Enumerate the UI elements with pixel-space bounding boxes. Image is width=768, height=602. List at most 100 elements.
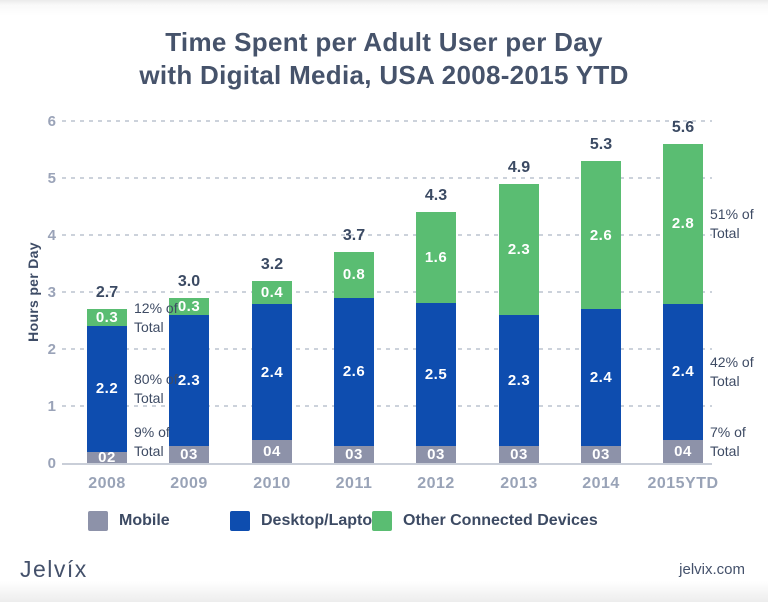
segment-value-label: 0.3: [177, 298, 201, 316]
legend-item-other-connected-devices: Other Connected Devices: [372, 511, 598, 531]
chart-title-line2: with Digital Media, USA 2008-2015 YTD: [139, 60, 629, 90]
segment-value-label: 2.5: [424, 366, 448, 384]
bar-segment-2015YTD-mobile: 04: [663, 440, 703, 463]
bar-segment-2014-other-connected-devices: 2.6: [581, 160, 621, 310]
total-label-2015YTD: 5.6: [671, 119, 695, 136]
chart-title-line1: Time Spent per Adult User per Day: [165, 27, 603, 57]
legend-label: Other Connected Devices: [403, 512, 598, 529]
y-tick-label-5: 5: [47, 170, 56, 187]
total-label-2013: 4.9: [507, 159, 531, 176]
plot-area: Hours per Day 0 1 2 3 4 5 6 02 2.2 0.3 2.7 2008 03 2.…: [25, 113, 754, 492]
y-tick-label-4: 4: [47, 227, 56, 244]
segment-value-label: 2.3: [507, 240, 531, 258]
segment-value-label: 0.8: [342, 266, 366, 284]
bar-segment-2014-mobile: 03: [581, 445, 621, 463]
bar-2008: 02 2.2 0.3: [87, 309, 127, 466]
annotation-51-of-total: 51% of Total: [710, 206, 754, 241]
segment-value-label: 03: [345, 445, 363, 463]
segment-value-label: 04: [674, 443, 692, 461]
segment-value-label: 2.4: [260, 363, 284, 381]
x-axis-label-2010: 2010: [253, 475, 291, 492]
bar-segment-2012-other-connected-devices: 1.6: [416, 212, 456, 304]
segment-value-label: 02: [98, 448, 116, 466]
segment-value-label: 0.3: [95, 309, 119, 327]
bar-segment-2015YTD-desktop-laptop: 2.4: [663, 303, 703, 441]
gridline-y3: [62, 291, 712, 293]
total-label-2009: 3.0: [177, 273, 201, 290]
bar-segment-2012-mobile: 03: [416, 445, 456, 463]
x-axis-label-2011: 2011: [335, 475, 373, 492]
bar-segment-2008-other-connected-devices: 0.3: [87, 309, 127, 327]
legend-swatch: [88, 511, 108, 531]
bar-2014: 03 2.4 2.6: [581, 160, 621, 463]
bar-segment-2009-other-connected-devices: 0.3: [169, 298, 209, 316]
segment-value-label: 2.2: [95, 380, 119, 398]
segment-value-label: 2.6: [342, 363, 366, 381]
bar-segment-2013-mobile: 03: [499, 445, 539, 463]
total-label-2010: 3.2: [260, 256, 284, 273]
annotation-42-of-total: 42% of Total: [710, 354, 754, 389]
annotation-12-of-total: 12% of Total: [134, 300, 178, 335]
x-axis-label-2014: 2014: [582, 475, 620, 492]
x-axis-label-2008: 2008: [88, 475, 126, 492]
bar-2010: 04 2.4 0.4: [252, 281, 292, 463]
y-tick-label-0: 0: [47, 455, 56, 472]
bar-segment-2013-other-connected-devices: 2.3: [499, 183, 539, 315]
legend-swatch: [372, 511, 392, 531]
segment-value-label: 2.8: [671, 215, 695, 233]
x-axis-label-2012: 2012: [417, 475, 455, 492]
jelvix-logo: Jelvíx: [20, 556, 88, 582]
bar-2012: 03 2.5 1.6: [416, 212, 456, 463]
bar-segment-2013-desktop-laptop: 2.3: [499, 314, 539, 446]
bar-segment-2009-desktop-laptop: 2.3: [169, 315, 209, 446]
segment-value-label: 2.4: [589, 369, 613, 387]
gridline-y4: [62, 234, 712, 236]
gridline-y1: [62, 405, 712, 407]
x-axis-label-2013: 2013: [500, 475, 538, 492]
x-axis-line: [62, 463, 712, 465]
bar-2015YTD: 04 2.4 2.8: [663, 144, 703, 463]
segment-value-label: 03: [592, 445, 610, 463]
total-label-2012: 4.3: [424, 187, 448, 204]
x-axis-label-2015YTD: 2015YTD: [647, 475, 719, 492]
bar-segment-2010-desktop-laptop: 2.4: [252, 303, 292, 441]
annotation-80-of-total: 80% of Total: [134, 371, 178, 406]
bar-segment-2008-mobile: 02: [87, 448, 127, 466]
bar-segment-2010-other-connected-devices: 0.4: [252, 281, 292, 304]
gridline-y6: [62, 120, 712, 122]
annotation-9-of-total: 9% of Total: [134, 424, 170, 459]
segment-value-label: 2.3: [507, 371, 531, 389]
y-tick-label-3: 3: [47, 284, 56, 301]
segment-value-label: 1.6: [424, 249, 448, 267]
legend-label: Mobile: [119, 512, 170, 529]
bar-segment-2014-desktop-laptop: 2.4: [581, 309, 621, 446]
bar-segment-2011-desktop-laptop: 2.6: [334, 297, 374, 446]
bar-2011: 03 2.6 0.8: [334, 252, 374, 463]
total-label-2014: 5.3: [589, 136, 613, 153]
bar-2009: 03 2.3 0.3: [169, 298, 209, 463]
bar-segment-2010-mobile: 04: [252, 440, 292, 463]
segment-value-label: 2.4: [671, 363, 695, 381]
bar-segment-2011-mobile: 03: [334, 445, 374, 463]
gridline-y5: [62, 177, 712, 179]
bar-segment-2008-desktop-laptop: 2.2: [87, 326, 127, 452]
bar-segment-2009-mobile: 03: [169, 445, 209, 463]
segment-value-label: 2.6: [589, 226, 613, 244]
segment-value-label: 03: [180, 445, 198, 463]
total-label-2008: 2.7: [95, 284, 119, 301]
legend-label: Desktop/Laptop: [261, 512, 382, 529]
gridline-y2: [62, 348, 712, 350]
bar-segment-2015YTD-other-connected-devices: 2.8: [663, 144, 703, 304]
bar-segment-2011-other-connected-devices: 0.8: [334, 252, 374, 298]
segment-value-label: 0.4: [260, 283, 284, 301]
chart-title: Time Spent per Adult User per Day with D…: [0, 26, 768, 92]
bar-2013: 03 2.3 2.3: [499, 183, 539, 463]
segment-value-label: 04: [263, 443, 281, 461]
legend-item-desktop-laptop: Desktop/Laptop: [230, 511, 382, 531]
segment-value-label: 03: [427, 445, 445, 463]
annotation-7-of-total: 7% of Total: [710, 424, 746, 459]
footer: Jelvíx jelvix.com: [20, 556, 745, 583]
legend: Mobile Desktop/Laptop Other Connected Devi…: [62, 511, 712, 535]
x-axis-label-2009: 2009: [170, 475, 208, 492]
website-link[interactable]: jelvix.com: [679, 561, 745, 578]
